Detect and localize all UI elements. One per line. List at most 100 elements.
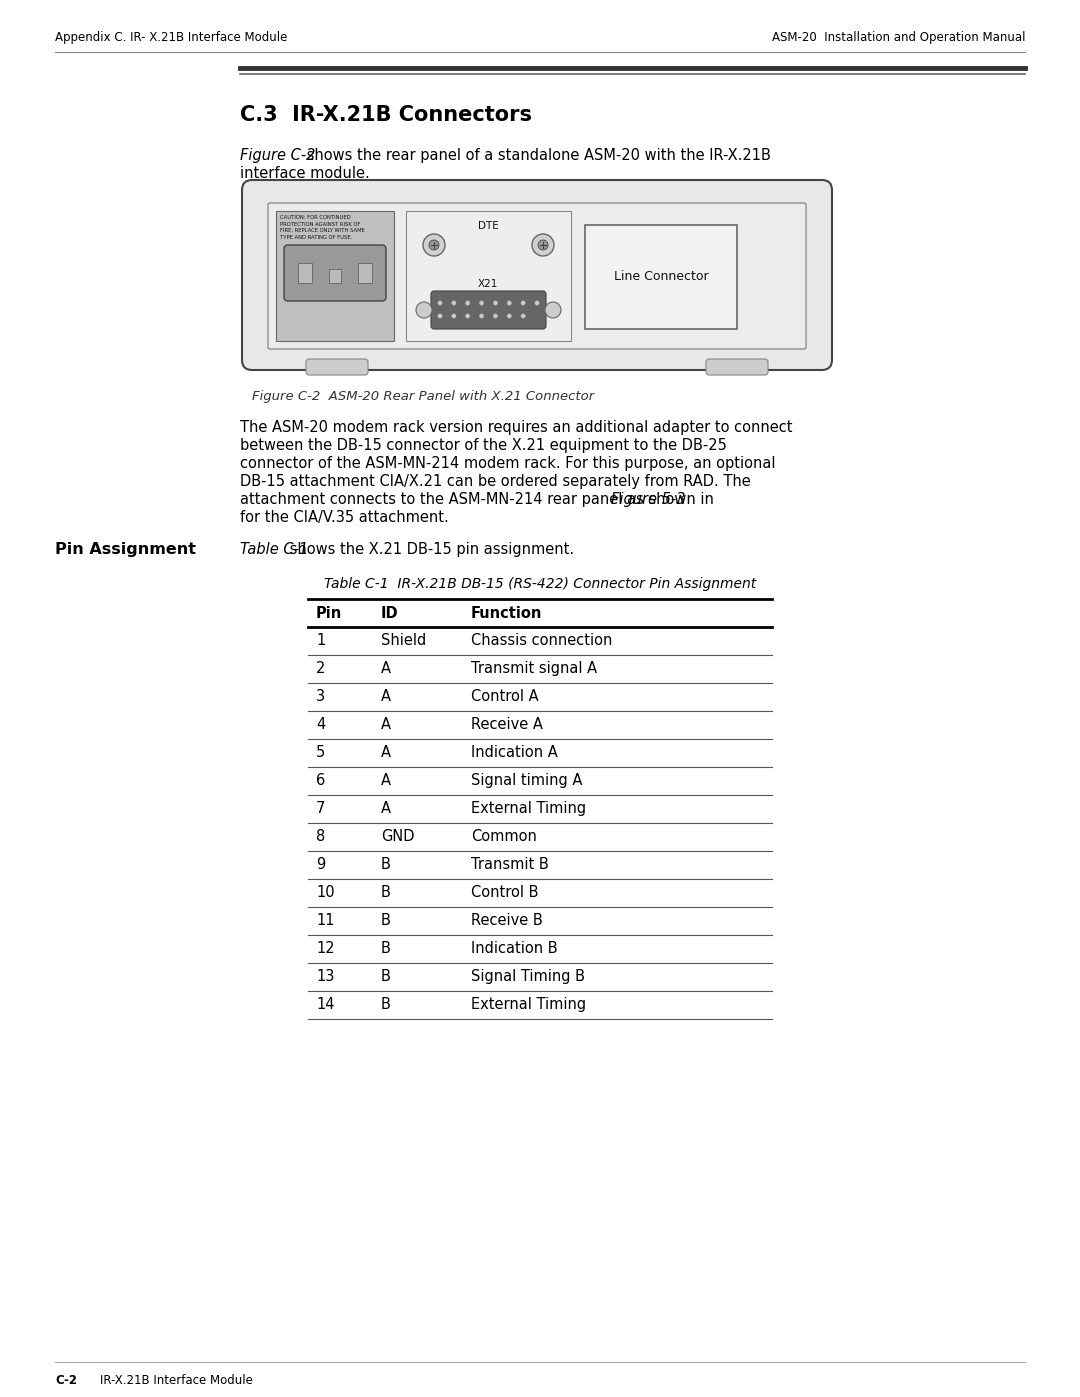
Text: between the DB-15 connector of the X.21 equipment to the DB-25: between the DB-15 connector of the X.21 … <box>240 439 727 453</box>
Circle shape <box>423 235 445 256</box>
Text: A: A <box>381 745 391 760</box>
Text: 13: 13 <box>316 970 335 983</box>
Text: DTE: DTE <box>477 221 498 231</box>
Text: 4: 4 <box>316 717 325 732</box>
Circle shape <box>480 314 484 319</box>
Text: 6: 6 <box>316 773 325 788</box>
Text: shows the X.21 DB-15 pin assignment.: shows the X.21 DB-15 pin assignment. <box>285 542 575 557</box>
Text: A: A <box>381 689 391 704</box>
Text: shows the rear panel of a standalone ASM-20 with the IR-X.21B: shows the rear panel of a standalone ASM… <box>302 148 771 163</box>
Text: 3: 3 <box>316 689 325 704</box>
FancyBboxPatch shape <box>306 359 368 374</box>
Text: X21: X21 <box>477 279 498 289</box>
Text: for the CIA/V.35 attachment.: for the CIA/V.35 attachment. <box>240 510 449 525</box>
Circle shape <box>437 314 442 319</box>
Text: attachment connects to the ASM-MN-214 rear panel as shown in: attachment connects to the ASM-MN-214 re… <box>240 492 718 507</box>
Text: Chassis connection: Chassis connection <box>471 633 612 648</box>
Text: C.3  IR-X.21B Connectors: C.3 IR-X.21B Connectors <box>240 105 532 124</box>
Text: Appendix C. IR- X.21B Interface Module: Appendix C. IR- X.21B Interface Module <box>55 32 287 45</box>
Text: Line Connector: Line Connector <box>613 271 708 284</box>
Text: ASM-20  Installation and Operation Manual: ASM-20 Installation and Operation Manual <box>771 32 1025 45</box>
Text: 11: 11 <box>316 914 335 928</box>
Text: A: A <box>381 773 391 788</box>
Text: Function: Function <box>471 606 542 622</box>
Text: C-2: C-2 <box>55 1373 77 1386</box>
Text: Control B: Control B <box>471 886 539 900</box>
Text: CAUTION: FOR CONTINUED
PROTECTION AGAINST RISK OF
FIRE, REPLACE ONLY WITH SAME
T: CAUTION: FOR CONTINUED PROTECTION AGAINS… <box>280 215 365 240</box>
Circle shape <box>532 235 554 256</box>
Text: Signal timing A: Signal timing A <box>471 773 582 788</box>
Circle shape <box>494 300 498 305</box>
Text: Signal Timing B: Signal Timing B <box>471 970 585 983</box>
Text: A: A <box>381 661 391 676</box>
Text: Receive A: Receive A <box>471 717 543 732</box>
Text: 7: 7 <box>316 800 325 816</box>
Text: A: A <box>381 800 391 816</box>
Text: 8: 8 <box>316 828 325 844</box>
Circle shape <box>545 302 561 319</box>
Text: The ASM-20 modem rack version requires an additional adapter to connect: The ASM-20 modem rack version requires a… <box>240 420 793 434</box>
Circle shape <box>508 314 512 319</box>
Text: 12: 12 <box>316 942 335 956</box>
Circle shape <box>508 300 512 305</box>
Text: Table C-1: Table C-1 <box>240 542 308 557</box>
Bar <box>276 211 394 341</box>
Circle shape <box>465 314 470 319</box>
Text: IR-X.21B Interface Module: IR-X.21B Interface Module <box>85 1373 253 1386</box>
Text: Table C-1  IR-X.21B DB-15 (RS-422) Connector Pin Assignment: Table C-1 IR-X.21B DB-15 (RS-422) Connec… <box>324 577 756 591</box>
FancyBboxPatch shape <box>284 244 386 300</box>
Text: Transmit B: Transmit B <box>471 856 549 872</box>
Text: 14: 14 <box>316 997 335 1011</box>
Text: B: B <box>381 942 391 956</box>
Circle shape <box>535 300 539 305</box>
Circle shape <box>451 300 456 305</box>
Text: Common: Common <box>471 828 537 844</box>
Bar <box>329 270 341 284</box>
Text: GND: GND <box>381 828 415 844</box>
Circle shape <box>480 300 484 305</box>
Circle shape <box>429 240 438 250</box>
Circle shape <box>416 302 432 319</box>
Text: 9: 9 <box>316 856 325 872</box>
Circle shape <box>494 314 498 319</box>
FancyBboxPatch shape <box>242 180 832 370</box>
Text: Shield: Shield <box>381 633 427 648</box>
Text: External Timing: External Timing <box>471 800 586 816</box>
Text: B: B <box>381 856 391 872</box>
Text: ID: ID <box>381 606 399 622</box>
Text: 10: 10 <box>316 886 335 900</box>
Text: B: B <box>381 914 391 928</box>
Text: DB-15 attachment CIA/X.21 can be ordered separately from RAD. The: DB-15 attachment CIA/X.21 can be ordered… <box>240 474 751 489</box>
Bar <box>357 263 372 284</box>
Text: A: A <box>381 717 391 732</box>
Circle shape <box>437 300 442 305</box>
Circle shape <box>521 314 525 319</box>
Text: Transmit signal A: Transmit signal A <box>471 661 597 676</box>
Text: B: B <box>381 970 391 983</box>
FancyBboxPatch shape <box>268 203 806 349</box>
Text: 1: 1 <box>316 633 325 648</box>
Text: B: B <box>381 886 391 900</box>
Text: connector of the ASM-MN-214 modem rack. For this purpose, an optional: connector of the ASM-MN-214 modem rack. … <box>240 455 775 471</box>
Circle shape <box>538 240 548 250</box>
Text: B: B <box>381 997 391 1011</box>
Text: Figure C-2: Figure C-2 <box>240 148 315 163</box>
Text: Pin Assignment: Pin Assignment <box>55 542 195 557</box>
Text: Indication B: Indication B <box>471 942 557 956</box>
Text: Indication A: Indication A <box>471 745 557 760</box>
Bar <box>298 263 312 284</box>
FancyBboxPatch shape <box>431 291 546 330</box>
Circle shape <box>465 300 470 305</box>
Text: Receive B: Receive B <box>471 914 543 928</box>
Text: External Timing: External Timing <box>471 997 586 1011</box>
Text: Control A: Control A <box>471 689 539 704</box>
Text: Figure 5-3: Figure 5-3 <box>611 492 685 507</box>
Text: interface module.: interface module. <box>240 166 369 182</box>
Bar <box>585 225 737 330</box>
Text: 2: 2 <box>316 661 325 676</box>
Bar <box>406 211 571 341</box>
FancyBboxPatch shape <box>706 359 768 374</box>
Circle shape <box>521 300 525 305</box>
Circle shape <box>451 314 456 319</box>
Text: Figure C-2  ASM-20 Rear Panel with X.21 Connector: Figure C-2 ASM-20 Rear Panel with X.21 C… <box>252 390 594 402</box>
